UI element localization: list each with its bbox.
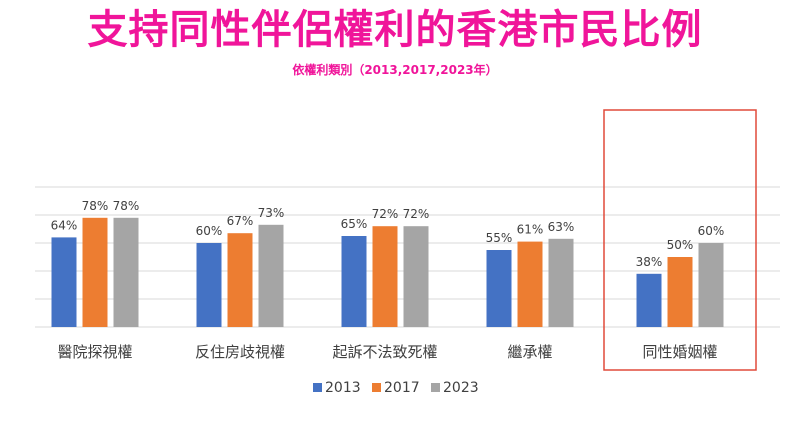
bar-2013-2 [341,236,367,327]
bar-2017-2 [372,226,398,327]
bar-2013-3 [486,250,512,327]
data-label: 72% [403,207,430,221]
bar-2013-0 [51,237,77,327]
data-label: 60% [196,224,223,238]
bar-2023-3 [548,238,574,327]
bar-2023-2 [403,226,429,327]
bar-2023-0 [113,217,139,327]
x-tick-label: 醫院探視權 [57,343,132,361]
legend-swatch-2017 [372,383,381,392]
bar-2013-1 [196,243,222,327]
x-tick-label: 起訴不法致死權 [332,343,437,361]
data-label: 65% [341,217,368,231]
bar-2013-4 [636,273,662,327]
data-label: 78% [82,199,109,213]
bar-2017-1 [227,233,253,327]
data-label: 63% [548,220,575,234]
x-tick-label: 繼承權 [507,343,552,361]
legend: 2013 2017 2023 [313,380,479,396]
data-label: 38% [636,255,663,269]
data-label: 61% [517,223,544,237]
data-label: 73% [258,206,285,220]
data-label: 72% [372,207,399,221]
highlight-box-group [603,109,757,371]
chart-title: 支持同性伴侶權利的香港市民比例 [87,7,703,53]
data-label: 60% [698,224,725,238]
bar-2023-4 [698,243,724,327]
data-label: 64% [51,218,78,232]
bar-2023-1 [258,224,284,327]
bar-2017-0 [82,217,108,327]
legend-swatch-2013 [313,383,322,392]
bar-2017-4 [667,257,693,327]
legend-label-2023: 2023 [443,380,479,396]
legend-label-2017: 2017 [384,380,420,396]
data-label: 67% [227,214,254,228]
chart-subtitle: 依權利類別（2013,2017,2023年） [292,63,498,77]
x-axis-labels: 醫院探視權 反住房歧視權 起訴不法致死權 繼承權 同性婚姻權 [57,343,717,361]
x-tick-label: 反住房歧視權 [195,343,285,361]
legend-swatch-2023 [431,383,440,392]
highlight-box [603,109,757,371]
data-label: 55% [486,231,513,245]
data-label: 78% [113,199,140,213]
x-tick-label: 同性婚姻權 [642,343,717,361]
data-labels-group: 64% 78% 78% 60% 67% 73% 65% 72% 72% 55% 61% 63% 38% 5… [51,199,725,269]
legend-label-2013: 2013 [325,380,361,396]
data-label: 50% [667,238,694,252]
bars-group [51,217,724,327]
bar-2017-3 [517,241,543,327]
